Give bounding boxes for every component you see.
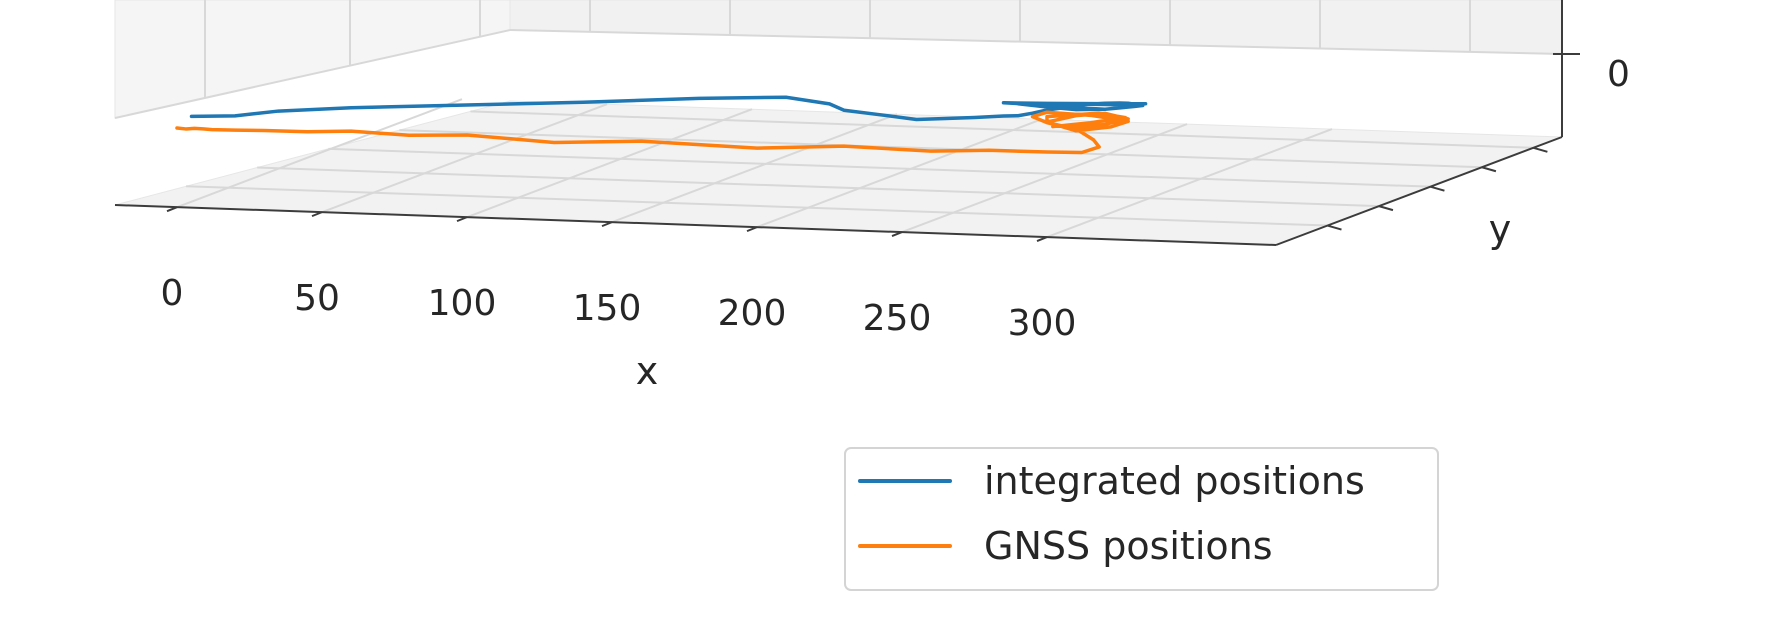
series-integrated-positions — [189, 95, 1148, 122]
series — [175, 95, 1148, 155]
y-tick-mark — [1430, 185, 1445, 192]
x-tick-mark — [456, 216, 468, 223]
x-tick-label: 50 — [294, 278, 340, 319]
axis-spines — [114, 0, 1563, 246]
grid-line-y — [399, 129, 1482, 169]
grid-line-x — [321, 103, 608, 214]
floor-pane — [114, 100, 1563, 246]
grid-line-y — [186, 185, 1328, 227]
grid-line-y — [257, 166, 1379, 208]
x-tick-label: 200 — [718, 293, 787, 334]
back-pane — [509, 0, 1563, 55]
grid-line-x — [176, 98, 463, 209]
x-tick-label: 250 — [863, 298, 932, 339]
x-tick-mark — [311, 211, 323, 218]
left-pane — [114, 0, 511, 119]
grid-line-x — [611, 113, 898, 224]
grid-line-x — [1046, 128, 1333, 239]
x-tick-mark — [601, 221, 613, 228]
grid-line-y — [470, 110, 1534, 149]
z-tick-label: 0 — [1607, 54, 1630, 95]
y-axis-line — [1275, 136, 1563, 246]
grid-line-x — [756, 118, 1043, 229]
x-axis-line — [114, 204, 1277, 246]
ticks: 0 50 100 150 200 250 300 0 — [161, 53, 1630, 344]
y-tick-mark — [1378, 205, 1394, 212]
grid-line-x — [901, 123, 1188, 234]
legend-label-integrated: integrated positions — [984, 459, 1365, 503]
y-tick-mark — [1533, 146, 1548, 153]
x-tick-label: 100 — [428, 283, 497, 324]
x-tick-label: 300 — [1008, 303, 1077, 344]
grid-line-y — [328, 147, 1431, 188]
y-tick-mark — [1327, 224, 1342, 231]
x-tick-mark — [166, 206, 178, 213]
legend-frame — [844, 447, 1439, 591]
series-gnss-positions — [175, 110, 1130, 155]
grid-line-x — [466, 108, 753, 219]
legend: integrated positions GNSS positions — [844, 447, 1439, 591]
legend-label-gnss: GNSS positions — [984, 524, 1273, 568]
x-tick-mark — [1036, 236, 1048, 243]
grid-line-z-level — [114, 29, 511, 119]
x-tick-mark — [891, 231, 903, 238]
x-axis-label: x — [636, 349, 659, 393]
y-tick-mark — [1481, 166, 1497, 173]
x-tick-mark — [746, 226, 758, 233]
x-tick-label: 0 — [161, 273, 184, 314]
grid-line-z-level — [509, 29, 1563, 55]
grid-lines — [114, 0, 1563, 239]
x-tick-label: 150 — [573, 288, 642, 329]
y-axis-label: y — [1489, 207, 1512, 251]
